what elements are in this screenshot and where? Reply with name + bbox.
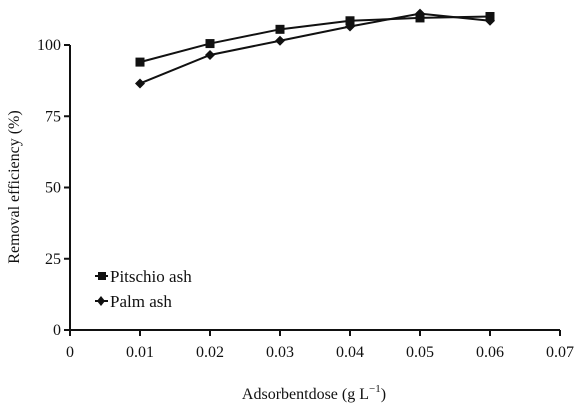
- series-line-palm-ash: [139, 12, 491, 85]
- x-ticks: 0 0.01 0.02 0.03 0.04 0.05 0.06 0.07: [66, 330, 574, 361]
- data-point-pitschio-ash: [275, 24, 285, 34]
- data-point-pitschio-ash: [205, 39, 215, 49]
- y-tick-label: 100: [37, 37, 61, 54]
- x-tick-label: 0.01: [126, 344, 154, 361]
- y-tick-label: 50: [45, 180, 61, 197]
- legend-diamond-marker: [97, 296, 105, 306]
- x-tick-label: 0.03: [266, 344, 294, 361]
- y-tick-label: 25: [45, 251, 61, 268]
- x-axis-title-close: ): [381, 386, 386, 403]
- y-tick-label: 75: [45, 108, 61, 125]
- series-line-pitschio-ash: [139, 15, 491, 64]
- series-layer: [135, 8, 495, 89]
- data-point-palm-ash: [275, 35, 285, 46]
- series-palm-ash: [135, 8, 495, 89]
- x-tick-label: 0.02: [196, 344, 224, 361]
- data-point-palm-ash: [415, 8, 425, 19]
- legend-label-palm-ash: Palm ash: [110, 292, 172, 311]
- data-point-palm-ash: [485, 15, 495, 26]
- x-axis-title-main: Adsorbentdose (g L: [242, 386, 369, 403]
- data-point-palm-ash: [345, 21, 355, 32]
- y-tick-label: 0: [53, 322, 61, 339]
- data-point-pitschio-ash: [135, 57, 145, 67]
- legend-item-pitschio-ash: Pitschio ash: [95, 267, 192, 286]
- x-tick-label: 0.06: [476, 344, 504, 361]
- legend-square-marker: [98, 272, 106, 280]
- x-axis-title-exponent: −1: [369, 383, 381, 395]
- data-point-palm-ash: [205, 49, 215, 60]
- series-pitschio-ash: [135, 12, 495, 67]
- x-tick-label: 0.04: [336, 344, 364, 361]
- x-tick-label: 0.05: [406, 344, 434, 361]
- x-tick-label: 0: [66, 344, 74, 361]
- legend-label-pitschio-ash: Pitschio ash: [110, 267, 192, 286]
- data-point-palm-ash: [135, 78, 145, 89]
- y-axis-title: Removal efficiency (%): [6, 110, 23, 263]
- legend-item-palm-ash: Palm ash: [95, 292, 172, 311]
- legend: Pitschio ash Palm ash: [95, 267, 192, 311]
- x-tick-label: 0.07: [546, 344, 574, 361]
- chart-axes: [69, 45, 560, 331]
- x-axis-title: Adsorbentdose (g L−1): [242, 383, 386, 403]
- y-ticks: 0 25 50 75 100: [37, 37, 70, 339]
- data-point-pitschio-ash: [345, 16, 355, 26]
